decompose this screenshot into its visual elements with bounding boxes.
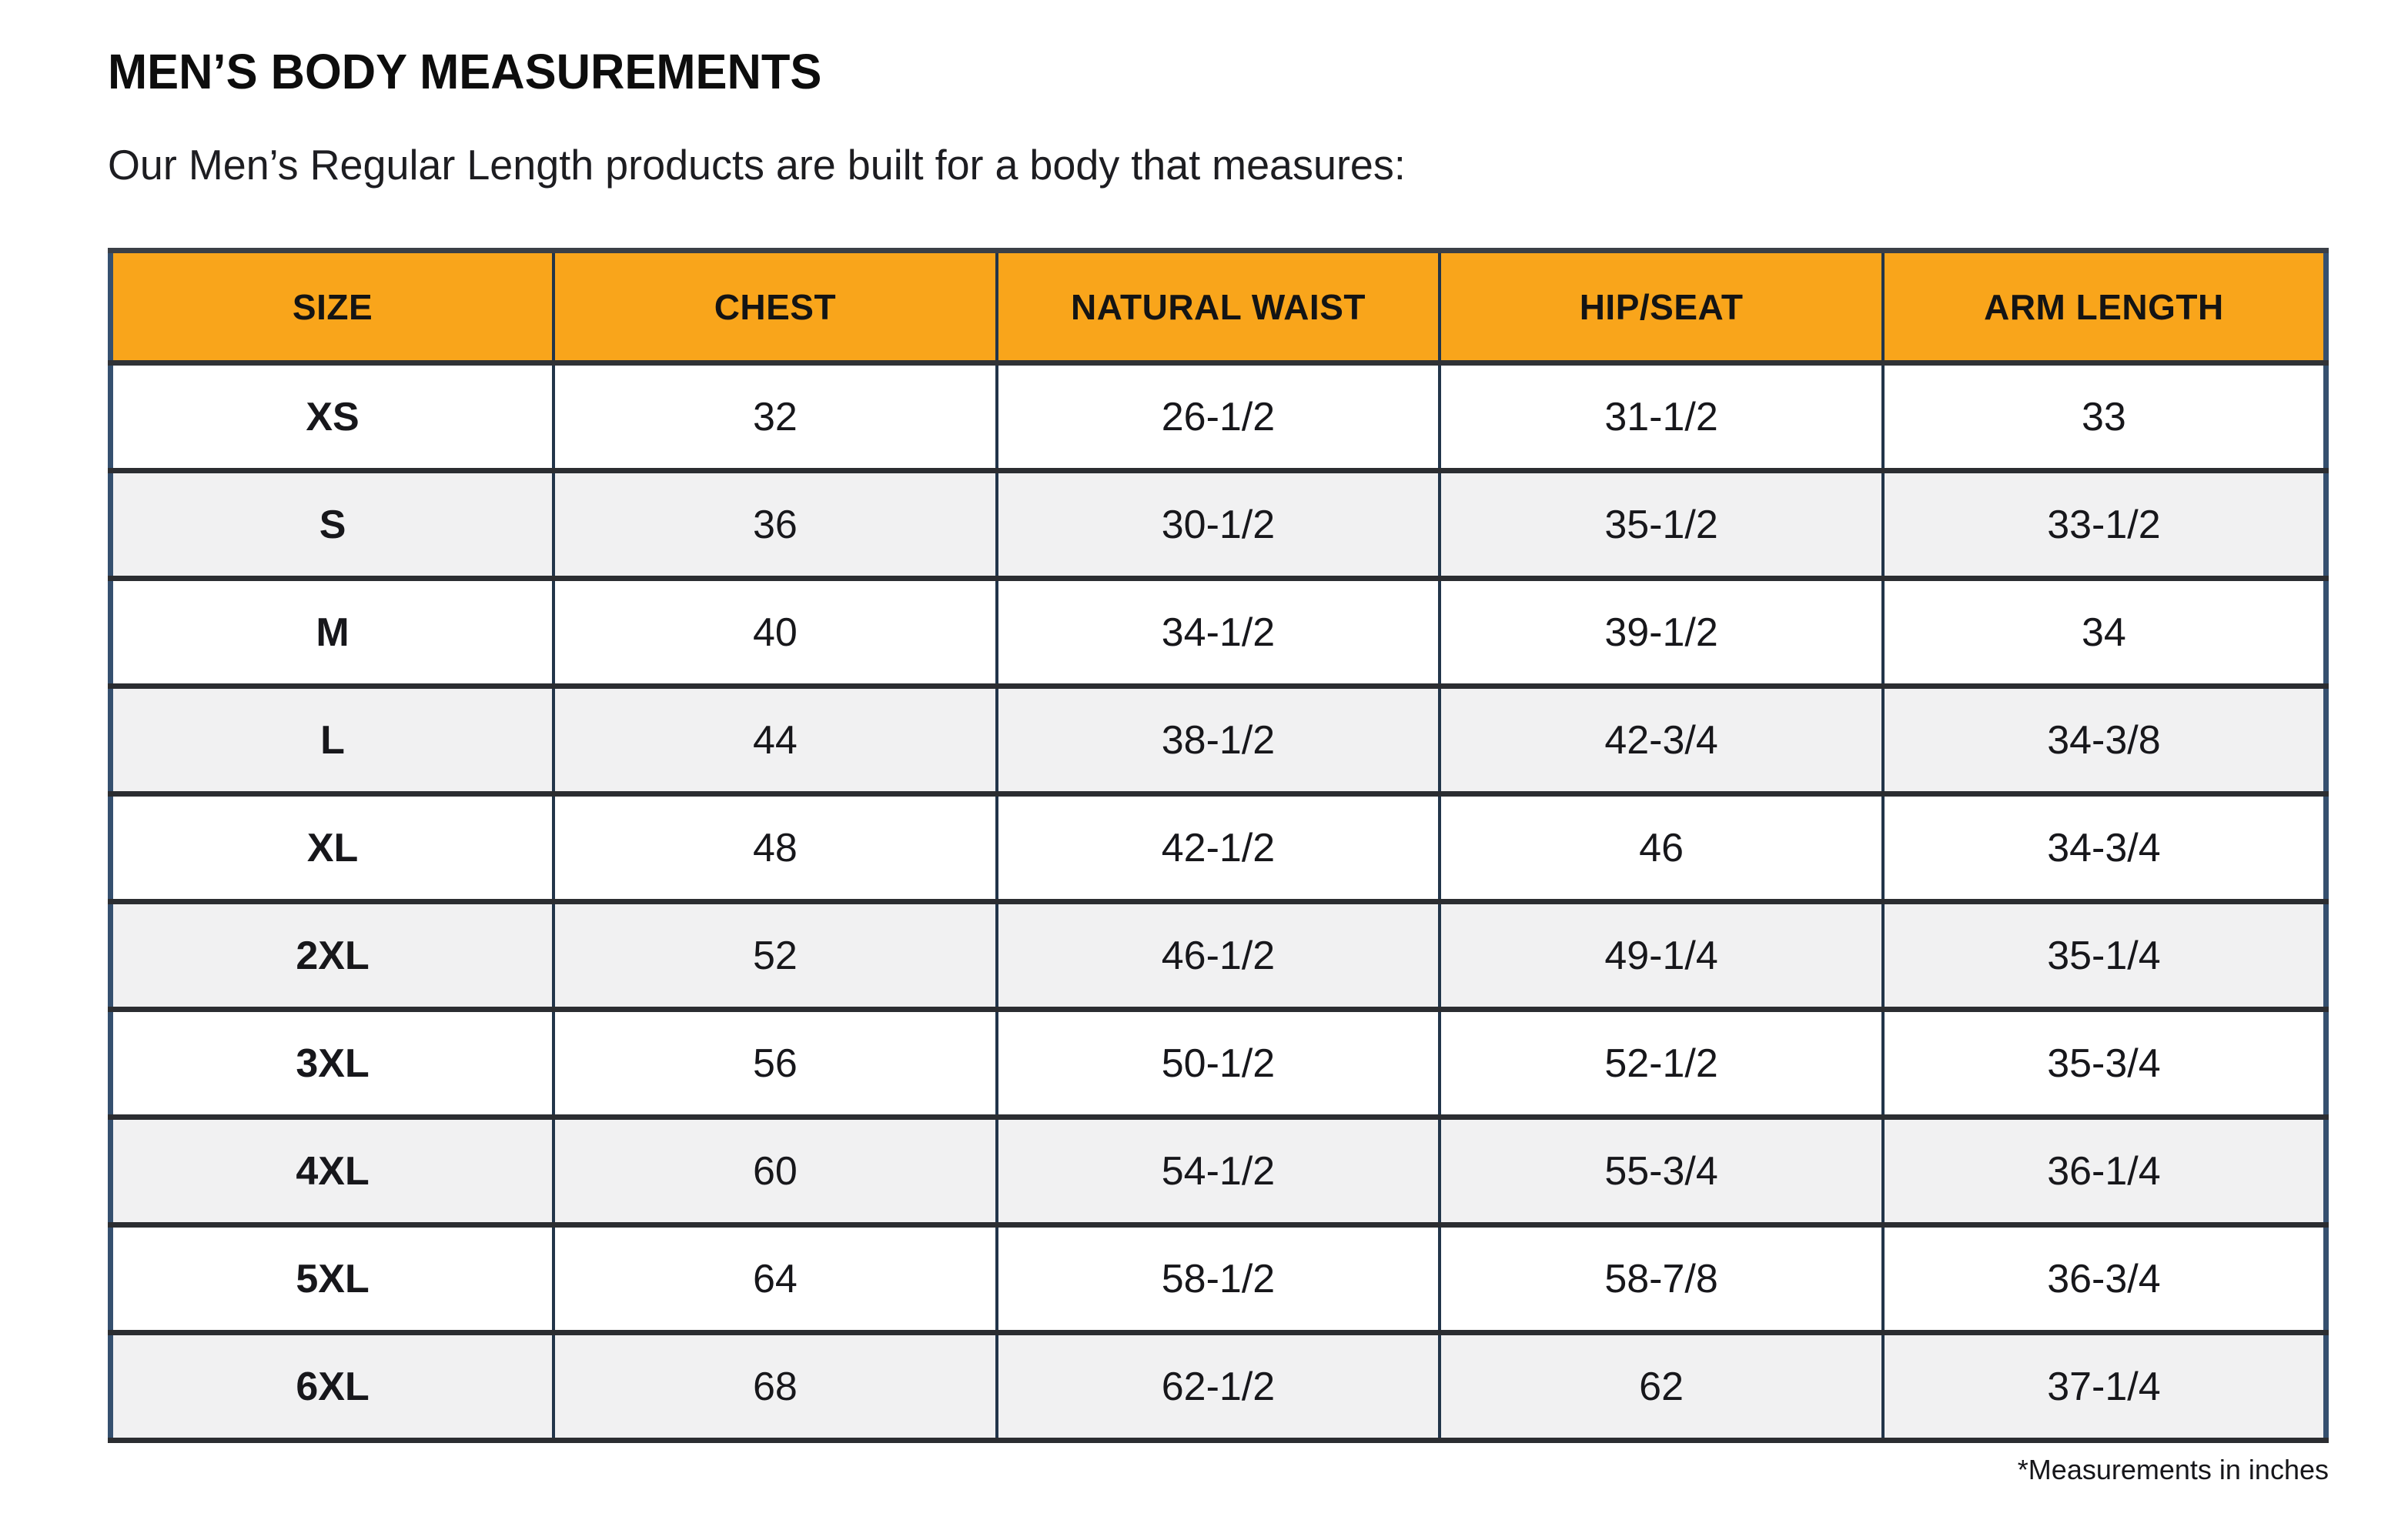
table-row: 4XL 60 54-1/2 55-3/4 36-1/4 bbox=[109, 1114, 2328, 1228]
chest-cell: 60 bbox=[552, 1114, 998, 1228]
table-row: 6XL 68 62-1/2 62 37-1/4 bbox=[109, 1330, 2328, 1443]
size-cell: M bbox=[109, 576, 556, 689]
size-cell: XL bbox=[109, 791, 556, 904]
table-row: M 40 34-1/2 39-1/2 34 bbox=[109, 576, 2328, 689]
hip-seat-cell: 46 bbox=[1438, 791, 1885, 904]
page-title: MEN’S BODY MEASUREMENTS bbox=[108, 44, 822, 99]
size-guide-section: MEN’S BODY MEASUREMENTS Our Men’s Regula… bbox=[108, 44, 2329, 1485]
page-subtitle: Our Men’s Regular Length products are bu… bbox=[108, 141, 1406, 189]
hip-seat-cell: 31-1/2 bbox=[1438, 360, 1885, 473]
column-header-arm-length: ARM LENGTH bbox=[1881, 248, 2328, 366]
size-cell: S bbox=[109, 468, 556, 581]
natural-waist-cell: 26-1/2 bbox=[995, 360, 1442, 473]
size-cell: 6XL bbox=[109, 1330, 556, 1443]
arm-length-cell: 37-1/4 bbox=[1881, 1330, 2328, 1443]
hip-seat-cell: 35-1/2 bbox=[1438, 468, 1885, 581]
arm-length-cell: 33 bbox=[1881, 360, 2328, 473]
table-header: SIZE CHEST NATURAL WAIST HIP/SEAT ARM LE… bbox=[109, 248, 2328, 366]
table-header-row: SIZE CHEST NATURAL WAIST HIP/SEAT ARM LE… bbox=[109, 248, 2328, 366]
chest-cell: 36 bbox=[552, 468, 998, 581]
table-row: 2XL 52 46-1/2 49-1/4 35-1/4 bbox=[109, 899, 2328, 1012]
mens-body-measurements-table: SIZE CHEST NATURAL WAIST HIP/SEAT ARM LE… bbox=[108, 248, 2329, 1443]
table-row: S 36 30-1/2 35-1/2 33-1/2 bbox=[109, 468, 2328, 581]
hip-seat-cell: 49-1/4 bbox=[1438, 899, 1885, 1012]
hip-seat-cell: 52-1/2 bbox=[1438, 1007, 1885, 1120]
table-row: XS 32 26-1/2 31-1/2 33 bbox=[109, 360, 2328, 473]
chest-cell: 48 bbox=[552, 791, 998, 904]
arm-length-cell: 34-3/8 bbox=[1881, 683, 2328, 797]
chest-cell: 44 bbox=[552, 683, 998, 797]
hip-seat-cell: 62 bbox=[1438, 1330, 1885, 1443]
natural-waist-cell: 58-1/2 bbox=[995, 1222, 1442, 1335]
table-row: XL 48 42-1/2 46 34-3/4 bbox=[109, 791, 2328, 904]
arm-length-cell: 35-1/4 bbox=[1881, 899, 2328, 1012]
table-row: L 44 38-1/2 42-3/4 34-3/8 bbox=[109, 683, 2328, 797]
hip-seat-cell: 39-1/2 bbox=[1438, 576, 1885, 689]
chest-cell: 56 bbox=[552, 1007, 998, 1120]
size-cell: XS bbox=[109, 360, 556, 473]
table-row: 5XL 64 58-1/2 58-7/8 36-3/4 bbox=[109, 1222, 2328, 1335]
natural-waist-cell: 34-1/2 bbox=[995, 576, 1442, 689]
hip-seat-cell: 55-3/4 bbox=[1438, 1114, 1885, 1228]
size-cell: 2XL bbox=[109, 899, 556, 1012]
column-header-natural-waist: NATURAL WAIST bbox=[995, 248, 1442, 366]
chest-cell: 68 bbox=[552, 1330, 998, 1443]
size-cell: 3XL bbox=[109, 1007, 556, 1120]
chest-cell: 64 bbox=[552, 1222, 998, 1335]
natural-waist-cell: 54-1/2 bbox=[995, 1114, 1442, 1228]
size-cell: 5XL bbox=[109, 1222, 556, 1335]
natural-waist-cell: 50-1/2 bbox=[995, 1007, 1442, 1120]
natural-waist-cell: 38-1/2 bbox=[995, 683, 1442, 797]
natural-waist-cell: 62-1/2 bbox=[995, 1330, 1442, 1443]
measurements-unit-footnote: *Measurements in inches bbox=[2017, 1454, 2329, 1485]
arm-length-cell: 35-3/4 bbox=[1881, 1007, 2328, 1120]
chest-cell: 32 bbox=[552, 360, 998, 473]
column-header-hip-seat: HIP/SEAT bbox=[1438, 248, 1885, 366]
column-header-chest: CHEST bbox=[552, 248, 998, 366]
table-body: XS 32 26-1/2 31-1/2 33 S 36 30-1/2 35-1/… bbox=[109, 360, 2328, 1443]
chest-cell: 52 bbox=[552, 899, 998, 1012]
natural-waist-cell: 46-1/2 bbox=[995, 899, 1442, 1012]
table-row: 3XL 56 50-1/2 52-1/2 35-3/4 bbox=[109, 1007, 2328, 1120]
arm-length-cell: 34-3/4 bbox=[1881, 791, 2328, 904]
hip-seat-cell: 58-7/8 bbox=[1438, 1222, 1885, 1335]
chest-cell: 40 bbox=[552, 576, 998, 689]
hip-seat-cell: 42-3/4 bbox=[1438, 683, 1885, 797]
natural-waist-cell: 30-1/2 bbox=[995, 468, 1442, 581]
arm-length-cell: 36-3/4 bbox=[1881, 1222, 2328, 1335]
natural-waist-cell: 42-1/2 bbox=[995, 791, 1442, 904]
size-cell: 4XL bbox=[109, 1114, 556, 1228]
arm-length-cell: 34 bbox=[1881, 576, 2328, 689]
arm-length-cell: 36-1/4 bbox=[1881, 1114, 2328, 1228]
arm-length-cell: 33-1/2 bbox=[1881, 468, 2328, 581]
size-cell: L bbox=[109, 683, 556, 797]
column-header-size: SIZE bbox=[109, 248, 556, 366]
